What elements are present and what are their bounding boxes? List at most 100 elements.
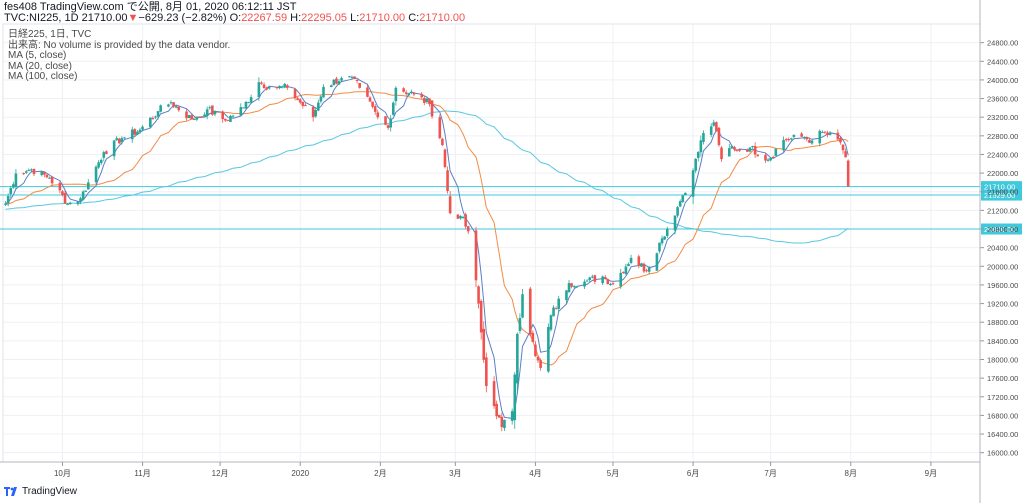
candle-body — [322, 86, 325, 98]
candle-body — [115, 138, 119, 141]
candle-body — [694, 158, 697, 171]
candle-body — [611, 283, 615, 285]
candle-body — [319, 96, 323, 102]
candle-body — [730, 146, 734, 149]
candle-body — [48, 177, 51, 179]
candle-body — [213, 110, 217, 115]
candle-body — [32, 168, 36, 175]
low-value: 21710.00 — [359, 12, 406, 24]
candle-body — [748, 147, 752, 152]
legend-ma20[interactable]: MA (20, close) — [8, 60, 72, 72]
candle-body — [456, 214, 460, 219]
candle-body — [350, 76, 354, 78]
candle-body — [717, 127, 721, 146]
candle-body — [348, 76, 351, 78]
candle-body — [821, 132, 824, 134]
y-tick-label: 22000.00 — [987, 169, 1018, 178]
time-axis[interactable]: 10月 11月 12月 2020 2月 3月 4月 5月 6月 7月 8月 9月 — [0, 461, 980, 478]
symbol-label: TVC:NI225, 1D 21710.00 — [4, 12, 128, 24]
candle-body — [9, 187, 13, 195]
candle-body — [606, 279, 610, 285]
candle-body — [583, 281, 586, 287]
publish-line: fes408 TradingView.com で公開, 8月 01, 2020 … — [4, 1, 297, 13]
candle-body — [836, 132, 840, 140]
candle-body — [552, 307, 555, 317]
candle-body — [76, 201, 80, 205]
candle-body — [407, 93, 411, 96]
candle-body — [665, 228, 669, 237]
candle-body — [149, 117, 152, 128]
grid-lines — [2, 23, 981, 463]
candle-body — [154, 116, 157, 118]
y-tick-label: 16400.00 — [987, 430, 1018, 439]
candle-body — [84, 190, 88, 192]
y-tick-label: 20400.00 — [987, 244, 1018, 253]
candle-body — [138, 129, 142, 132]
candle-body — [112, 140, 116, 157]
candle-body — [384, 116, 387, 125]
candle-body — [746, 149, 749, 152]
x-tick-label: 12月 — [212, 469, 229, 478]
candle-body — [572, 286, 576, 288]
candle-body — [293, 88, 297, 99]
y-tick-label: 22800.00 — [987, 132, 1018, 141]
candle-body — [769, 157, 772, 161]
y-tick-label: 24800.00 — [987, 39, 1018, 48]
candle-body — [355, 79, 359, 81]
candle-body — [260, 82, 263, 84]
candle-body — [430, 100, 434, 117]
candle-body — [528, 288, 532, 335]
candle-body — [441, 138, 444, 146]
candle-body — [593, 275, 597, 282]
candle-body — [474, 230, 478, 281]
candle-body — [738, 149, 741, 151]
high-value: 22295.05 — [301, 12, 348, 24]
legend: 日経225, 1日, TVC 出来高: No volume is provide… — [8, 29, 231, 83]
x-tick-label: 4月 — [529, 469, 541, 478]
low-label: L: — [350, 12, 360, 24]
candle-body — [425, 98, 429, 102]
candle-body — [521, 294, 524, 318]
tradingview-logo-icon — [4, 487, 17, 496]
candle-body — [221, 111, 224, 120]
candle-body — [27, 170, 31, 172]
candle-body — [50, 176, 54, 184]
candle-body — [627, 263, 630, 267]
y-tick-label: 16800.00 — [987, 411, 1018, 420]
candle-body — [446, 170, 449, 191]
price-label: 20800.00 — [984, 225, 1015, 234]
x-tick-label: 10月 — [54, 469, 71, 478]
candle-body — [337, 81, 341, 85]
candle-body — [549, 315, 553, 330]
candle-body — [712, 122, 716, 126]
candle-body — [249, 97, 253, 103]
candle-body — [720, 147, 723, 160]
candle-body — [823, 131, 827, 133]
legend-ma5[interactable]: MA (5, close) — [8, 50, 67, 61]
ma-100-path — [5, 110, 849, 244]
price-axis[interactable]: 16000.00 16400.00 16800.00 17200.00 17600.00… — [979, 0, 1018, 503]
candle-body — [629, 257, 633, 263]
candle-body — [394, 87, 398, 102]
volume-note: 出来高: No volume is provided by the data v… — [8, 39, 231, 51]
candle-body — [79, 198, 82, 202]
candle-body — [404, 92, 408, 94]
candle-body — [223, 118, 227, 121]
ma-100-line — [5, 110, 849, 244]
candle-body — [557, 298, 561, 309]
candle-body — [123, 137, 126, 139]
legend-ma100[interactable]: MA (100, close) — [8, 71, 78, 82]
candle-body — [102, 152, 106, 158]
candle-body — [412, 92, 416, 95]
candle-body — [459, 215, 462, 219]
candle-body — [482, 328, 486, 360]
candle-body — [205, 109, 209, 117]
candle-body — [539, 360, 542, 368]
candle-body — [622, 272, 625, 274]
candle-body — [22, 173, 25, 175]
y-tick-label: 21600.00 — [987, 188, 1018, 197]
candle-body — [174, 106, 178, 108]
y-tick-label: 24400.00 — [987, 57, 1018, 66]
